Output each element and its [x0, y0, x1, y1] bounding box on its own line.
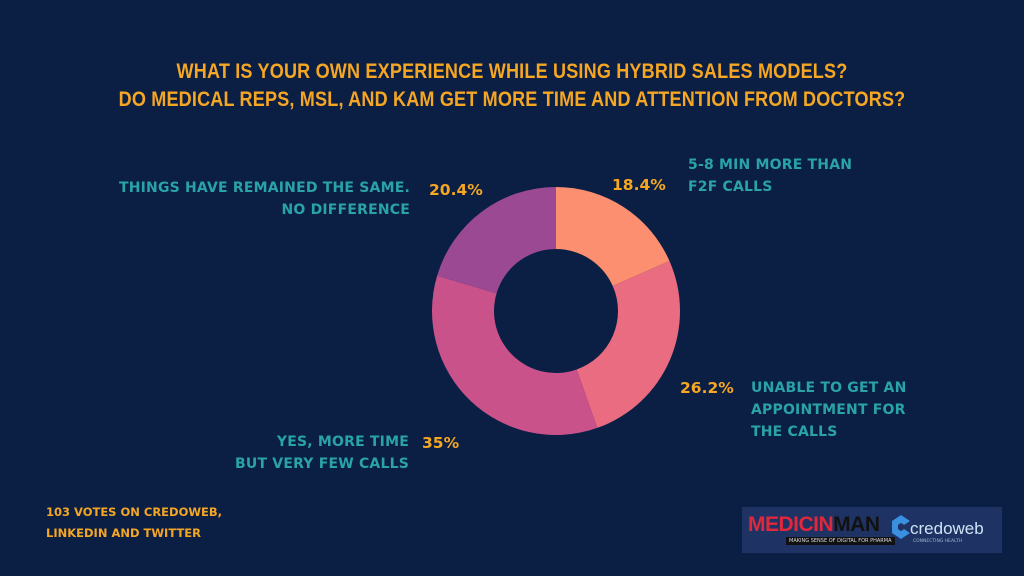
credoweb-logo-text: credoweb: [910, 519, 984, 538]
footnote-line: LINKEDIN AND TWITTER: [46, 526, 201, 540]
category-label-slice-1: UNABLE TO GET AN APPOINTMENT FOR THE CAL…: [751, 377, 907, 443]
donut-slice-3: [437, 187, 556, 294]
footnote-line: 103 VOTES ON CREDOWEB,: [46, 505, 223, 519]
value-label-slice-0: 18.4%: [612, 176, 666, 194]
category-label-slice-2: YES, MORE TIME BUT VERY FEW CALLS: [235, 431, 409, 475]
category-label-line: UNABLE TO GET AN: [751, 380, 907, 396]
medicinman-logo: MEDICINMAN: [748, 513, 880, 536]
category-label-line: APPOINTMENT FOR: [751, 402, 906, 418]
category-label-line: 5-8 MIN MORE THAN: [688, 157, 853, 173]
category-label-line: BUT VERY FEW CALLS: [235, 456, 409, 472]
category-label-line: YES, MORE TIME: [276, 434, 409, 450]
credoweb-tagline: CONNECTING HEALTH: [913, 539, 963, 544]
category-label-slice-0: 5-8 MIN MORE THAN F2F CALLS: [688, 154, 852, 198]
credoweb-logo-icon: [892, 515, 910, 539]
donut-slice-2: [432, 275, 598, 435]
chart-title-line-2: DO MEDICAL REPS, MSL, AND KAM GET MORE T…: [118, 88, 906, 111]
value-label-slice-3: 20.4%: [429, 181, 483, 199]
category-label-slice-3: THINGS HAVE REMAINED THE SAME. NO DIFFER…: [119, 177, 410, 221]
sponsor-logos: MEDICINMAN MAKING SENSE OF DIGITAL FOR P…: [742, 507, 1002, 553]
category-label-line: NO DIFFERENCE: [281, 202, 410, 218]
medicinman-tagline: MAKING SENSE OF DIGITAL FOR PHARMA: [786, 537, 895, 545]
value-label-slice-2: 35%: [422, 434, 460, 452]
category-label-line: THE CALLS: [751, 424, 838, 440]
donut-slice-0: [556, 187, 670, 287]
chart-title-line-1: WHAT IS YOUR OWN EXPERIENCE WHILE USING …: [176, 60, 848, 83]
category-label-line: THINGS HAVE REMAINED THE SAME.: [118, 180, 410, 196]
value-label-slice-1: 26.2%: [680, 379, 734, 397]
donut-slice-1: [576, 261, 680, 428]
chart-title: WHAT IS YOUR OWN EXPERIENCE WHILE USING …: [72, 58, 953, 114]
category-label-line: F2F CALLS: [688, 179, 773, 195]
footnote: 103 VOTES ON CREDOWEB, LINKEDIN AND TWIT…: [46, 502, 222, 544]
